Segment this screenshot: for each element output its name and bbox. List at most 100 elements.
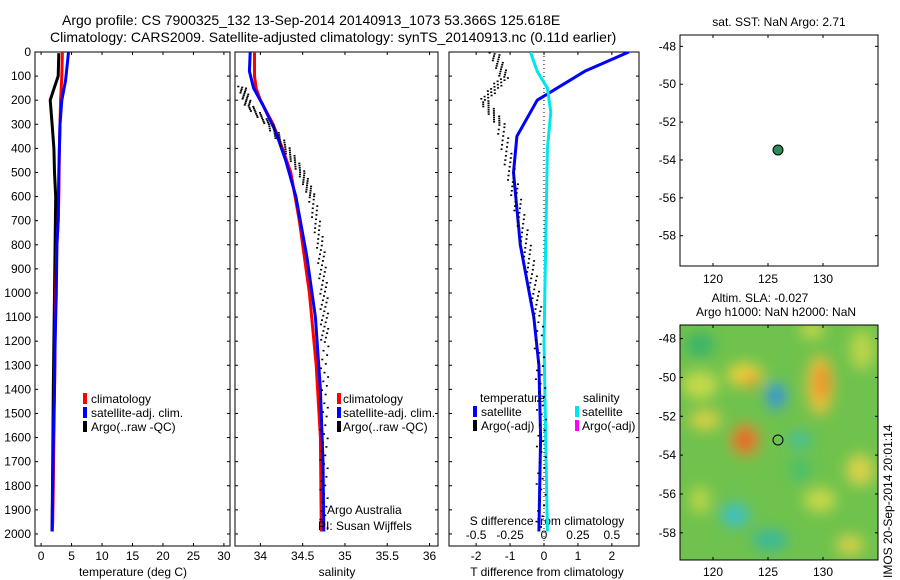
sla-heatmap	[680, 325, 878, 560]
salinity-argo-point	[322, 255, 325, 258]
salinity-argo-point	[317, 233, 320, 236]
salinity-argo-point	[303, 172, 306, 175]
salinity-argo-point	[319, 293, 322, 295]
temp-diff-argo-point	[492, 110, 495, 112]
salinity-argo-point	[247, 93, 250, 96]
salinity-argo-point	[283, 144, 286, 146]
temp-diff-argo-point	[482, 103, 485, 106]
temp-diff-argo-point	[517, 220, 520, 223]
temp-diff-argo-point	[496, 63, 499, 65]
map-x-tick-label: 130	[813, 272, 833, 286]
salinity-argo-point	[309, 190, 312, 192]
temp-diff-argo-point	[498, 72, 501, 75]
salinity-argo-point	[323, 310, 326, 313]
salinity-argo-point	[325, 282, 328, 284]
salinity-argo-point	[283, 139, 286, 142]
legend-label-temp-argo: Argo(-adj)	[481, 419, 534, 433]
salinity-argo-point	[317, 262, 320, 264]
salinity-argo-point	[314, 222, 317, 225]
salinity-argo-point	[293, 159, 296, 161]
salinity-argo-point	[278, 136, 281, 138]
salinity-argo-point	[299, 173, 301, 176]
temp-diff-argo-point	[540, 413, 543, 416]
x2-tick-label: 0.25	[566, 528, 590, 542]
salinity-argo-point	[322, 349, 325, 352]
salinity-argo-point	[320, 339, 323, 341]
salinity-argo-point	[269, 129, 272, 132]
salinity-argo-point	[324, 286, 327, 288]
temp-diff-argo-point	[500, 148, 503, 150]
float-location-marker	[772, 144, 784, 156]
legend-label-temp-satellite: satellite	[481, 405, 522, 419]
temp-diff-argo-point	[502, 135, 505, 137]
temp-diff-argo-point	[518, 211, 521, 214]
salinity-argo-point	[327, 345, 330, 348]
temp-diff-argo-point	[538, 290, 540, 293]
salinity-argo-point	[298, 162, 301, 165]
salinity-argo-point	[324, 321, 327, 324]
temp-diff-satellite-line	[512, 52, 630, 532]
salinity-argo-point	[306, 178, 309, 180]
salinity-argo-point	[289, 153, 292, 156]
salinity-argo-point	[318, 229, 321, 231]
temp-diff-argo-point	[539, 343, 542, 345]
salinity-argo-point	[323, 251, 326, 253]
sla-map-title-line-2: Argo h1000: NaN h2000: NaN	[696, 305, 856, 319]
argo-scatter	[237, 52, 548, 529]
salinity-argo-point	[321, 501, 324, 504]
salinity-argo-point	[278, 134, 281, 136]
salinity-argo-point	[284, 150, 287, 153]
temp-diff-argo-point	[526, 233, 528, 236]
salinity-argo-point	[244, 89, 247, 91]
depth-tick-label: 1700	[4, 455, 31, 469]
salinity-argo-point	[316, 242, 319, 245]
temp-diff-argo-point	[503, 123, 506, 125]
temp-diff-argo-point	[537, 295, 540, 297]
depth-tick-label: 300	[11, 117, 31, 131]
salinity-argo-point	[319, 308, 322, 310]
salinity-argo-point	[253, 109, 256, 111]
temperature-satellite-line	[50, 52, 70, 532]
salinity-argo-point	[319, 398, 322, 400]
temp-diff-argo-point	[497, 128, 500, 131]
temp-diff-argo-point	[487, 109, 490, 111]
temp-diff-argo-point	[540, 306, 543, 308]
salinity-argo-point	[323, 325, 326, 328]
salinity-argo-point	[245, 98, 248, 101]
temp-diff-argo-point	[493, 82, 496, 85]
salinity-argo-point	[319, 518, 322, 521]
temp-diff-argo-point	[496, 83, 499, 86]
temp-diff-argo-point	[522, 222, 525, 225]
temp-diff-argo-point	[508, 170, 511, 172]
salinity-argo-point	[298, 167, 301, 169]
temp-diff-argo-point	[514, 201, 517, 203]
legend-swatch-temp-satellite	[473, 406, 477, 417]
temp-diff-argo-point	[537, 321, 540, 324]
salinity-satellite-line	[247, 52, 326, 532]
temp-diff-argo-point	[520, 198, 523, 201]
temp-diff-argo-point	[536, 369, 539, 372]
salinity-argo-point	[311, 216, 313, 218]
salinity-argo-point	[309, 194, 311, 196]
salinity-argo-point	[313, 195, 316, 198]
temp-diff-argo-point	[504, 159, 507, 161]
temp-diff-argo-point	[519, 240, 522, 242]
temp-diff-argo-point	[543, 395, 545, 398]
salinity-argo-point	[326, 467, 329, 470]
temp-diff-argo-point	[503, 73, 506, 76]
temp-diff-argo-point	[502, 130, 505, 133]
x-tick-label: 0	[38, 549, 45, 563]
salinity-argo-point	[320, 420, 323, 422]
temp-diff-argo-point	[482, 101, 485, 103]
temp-diff-argo-point	[541, 477, 544, 480]
temp-diff-argo-point	[487, 111, 490, 113]
salinity-argo-point	[308, 201, 311, 203]
salinity-argo-point	[315, 214, 318, 216]
temperature-legend: climatology satellite-adj. clim. Argo(..…	[83, 392, 183, 434]
depth-tick-label: 900	[11, 262, 31, 276]
salinity-argo-point	[305, 188, 308, 191]
salinity-argo-point	[279, 140, 282, 143]
temp-diff-argo-point	[528, 253, 531, 256]
temp-diff-argo-point	[515, 196, 518, 199]
x-tick-label: 34	[254, 549, 268, 563]
